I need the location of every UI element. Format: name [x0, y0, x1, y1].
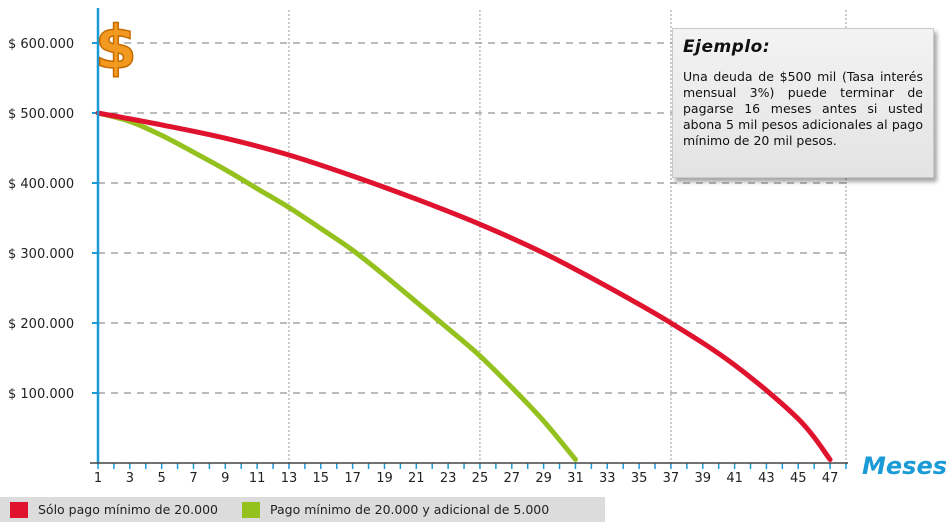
x-tick-label: 13 [281, 471, 298, 486]
y-tick-label: $ 600.000 [8, 37, 74, 52]
example-callout: Ejemplo: Una deuda de $500 mil (Tasa int… [672, 28, 934, 178]
x-tick-label: 15 [313, 471, 330, 486]
x-tick-label: 39 [694, 471, 711, 486]
callout-body: Una deuda de $500 mil (Tasa interés mens… [683, 69, 923, 148]
x-tick-label: 11 [249, 471, 266, 486]
series-lines [95, 110, 833, 462]
vertical-gridlines [288, 10, 847, 463]
x-axis-ticks: 1 3 5 7 9 11 13 15 17 19 21 23 25 27 29 31 33 35 37 39 41 43 4… [94, 463, 847, 486]
x-tick-label: 23 [440, 471, 457, 486]
y-tick-label: $ 100.000 [8, 387, 74, 402]
legend-label: Sólo pago mínimo de 20.000 [38, 502, 219, 517]
x-tick-label: 33 [599, 471, 616, 486]
x-tick-label: 1 [94, 471, 102, 486]
legend-item-additional: Pago mínimo de 20.000 y adicional de 5.0… [242, 501, 550, 518]
legend-item-minimum: Sólo pago mínimo de 20.000 [10, 501, 219, 518]
x-tick-label: 7 [189, 471, 197, 486]
x-tick-label: 43 [758, 471, 775, 486]
callout-title: Ejemplo: [683, 37, 771, 57]
legend-swatch-red [10, 501, 28, 518]
x-tick-label: 29 [535, 471, 552, 486]
x-tick-label: 31 [567, 471, 584, 486]
y-tick-label: $ 200.000 [8, 317, 74, 332]
x-tick-label: 37 [663, 471, 680, 486]
axes [90, 8, 848, 464]
legend-swatch-green [242, 501, 261, 518]
y-tick-label: $ 400.000 [8, 177, 74, 192]
x-tick-label: 21 [408, 471, 425, 486]
x-tick-label: 19 [376, 471, 393, 486]
x-tick-label: 9 [221, 471, 229, 486]
legend-label: Pago mínimo de 20.000 y adicional de 5.0… [270, 502, 550, 517]
y-axis-ticks: $ 100.000 $ 200.000 $ 300.000 $ 400.000 $ 50… [8, 37, 98, 402]
x-tick-label: 41 [726, 471, 743, 486]
x-tick-label: 5 [158, 471, 166, 486]
x-axis-label: Meses [862, 452, 947, 480]
x-tick-label: 45 [790, 471, 807, 486]
series-line-minimum-payment [95, 110, 833, 462]
series-line-additional-payment [95, 110, 578, 462]
x-tick-label: 47 [822, 471, 839, 486]
y-tick-label: $ 500.000 [8, 107, 74, 122]
y-tick-label: $ 300.000 [8, 247, 74, 262]
x-tick-label: 27 [504, 471, 521, 486]
x-tick-label: 35 [631, 471, 648, 486]
x-tick-label: 3 [126, 471, 134, 486]
x-tick-label: 25 [472, 471, 489, 486]
legend: Sólo pago mínimo de 20.000 Pago mínimo d… [0, 497, 605, 522]
dollar-icon: $ [95, 13, 137, 83]
x-tick-label: 17 [344, 471, 361, 486]
